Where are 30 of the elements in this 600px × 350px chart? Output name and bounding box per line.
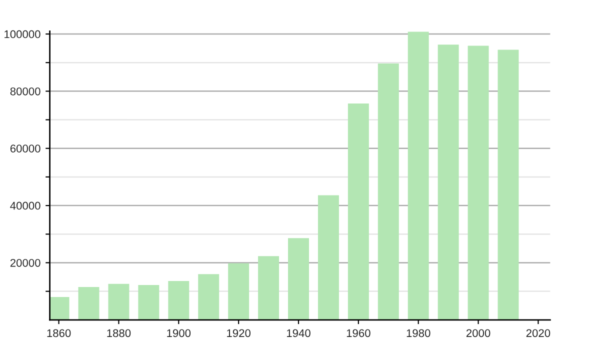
bar bbox=[348, 103, 369, 320]
bar bbox=[108, 284, 130, 320]
bar bbox=[498, 50, 519, 320]
bar bbox=[138, 285, 160, 320]
x-tick-label: 1940 bbox=[286, 329, 310, 338]
bar bbox=[198, 274, 220, 320]
x-tick-label: 1920 bbox=[227, 329, 250, 338]
x-tick-label: 1900 bbox=[167, 329, 191, 338]
x-tick-label: 1960 bbox=[346, 329, 370, 338]
bar bbox=[258, 256, 280, 320]
x-tick-label: 1860 bbox=[47, 329, 71, 338]
x-tick-label: 2020 bbox=[526, 329, 550, 338]
bar bbox=[168, 281, 190, 320]
bar bbox=[378, 63, 399, 320]
y-tick-label: 100000 bbox=[4, 30, 40, 38]
bar bbox=[228, 263, 250, 320]
y-tick-label: 80000 bbox=[10, 87, 40, 96]
bar bbox=[50, 297, 70, 320]
bar bbox=[288, 238, 309, 320]
y-tick-label: 60000 bbox=[10, 144, 40, 152]
bar bbox=[438, 44, 459, 320]
y-tick-label: 20000 bbox=[10, 258, 40, 267]
x-tick-label: 1980 bbox=[406, 329, 430, 338]
x-tick-label: 1880 bbox=[107, 329, 131, 338]
bar bbox=[318, 195, 339, 320]
x-tick-label: 2000 bbox=[466, 329, 490, 338]
y-tick-label: 40000 bbox=[10, 202, 40, 210]
bar bbox=[468, 46, 489, 320]
bar bbox=[408, 32, 429, 320]
bar bbox=[78, 287, 100, 320]
